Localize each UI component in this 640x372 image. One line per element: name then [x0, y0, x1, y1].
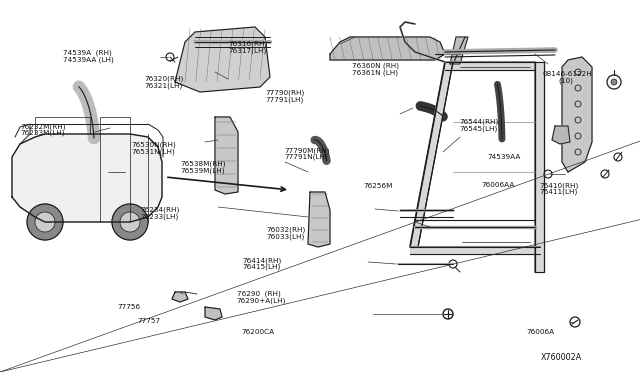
Polygon shape — [410, 247, 540, 254]
Text: 76317(LH): 76317(LH) — [228, 47, 267, 54]
Text: 76545(LH): 76545(LH) — [460, 125, 498, 132]
Polygon shape — [445, 62, 535, 70]
Text: 76232M(RH): 76232M(RH) — [20, 123, 66, 130]
Text: 77756: 77756 — [117, 304, 140, 310]
Text: X760002A: X760002A — [541, 353, 582, 362]
Text: 76531N(LH): 76531N(LH) — [131, 148, 175, 155]
Text: 76033(LH): 76033(LH) — [267, 233, 305, 240]
Text: 76539M(LH): 76539M(LH) — [180, 167, 225, 174]
Text: 74539A  (RH): 74539A (RH) — [63, 49, 111, 56]
Text: 76361N (LH): 76361N (LH) — [352, 70, 398, 76]
Polygon shape — [112, 204, 148, 240]
Polygon shape — [172, 292, 188, 302]
Text: 08146-6122H: 08146-6122H — [543, 71, 593, 77]
Polygon shape — [330, 37, 445, 60]
Text: 76006A: 76006A — [526, 329, 554, 335]
Text: 77790M(RH): 77790M(RH) — [285, 147, 330, 154]
Polygon shape — [450, 37, 468, 64]
Polygon shape — [12, 134, 162, 222]
Text: 76360N (RH): 76360N (RH) — [352, 63, 399, 70]
Text: 76321(LH): 76321(LH) — [144, 82, 182, 89]
Text: 76320(RH): 76320(RH) — [144, 76, 183, 82]
Text: 76544(RH): 76544(RH) — [460, 119, 499, 125]
Text: 76538M(RH): 76538M(RH) — [180, 160, 226, 167]
Polygon shape — [552, 126, 570, 144]
Polygon shape — [410, 62, 453, 247]
Text: 76410(RH): 76410(RH) — [540, 182, 579, 189]
Text: 76032(RH): 76032(RH) — [267, 227, 306, 233]
Polygon shape — [215, 117, 238, 194]
Polygon shape — [535, 62, 544, 272]
Text: (10): (10) — [559, 78, 573, 84]
Text: 77790(RH): 77790(RH) — [266, 90, 305, 96]
Text: 76233M(LH): 76233M(LH) — [20, 130, 65, 137]
Text: 76233(LH): 76233(LH) — [141, 213, 179, 220]
Circle shape — [35, 212, 55, 232]
Polygon shape — [205, 307, 222, 320]
Text: 77791N(LH): 77791N(LH) — [285, 154, 328, 160]
Circle shape — [611, 79, 617, 85]
Text: 76234(RH): 76234(RH) — [141, 206, 180, 213]
Polygon shape — [27, 204, 63, 240]
Text: 77757: 77757 — [138, 318, 161, 324]
Text: 76411(LH): 76411(LH) — [540, 189, 578, 195]
Text: 76200CA: 76200CA — [241, 329, 275, 335]
Text: 76316(RH): 76316(RH) — [228, 41, 268, 47]
Text: 74539AA: 74539AA — [488, 154, 521, 160]
Polygon shape — [175, 27, 270, 92]
Text: 76414(RH): 76414(RH) — [242, 257, 281, 264]
Text: 76530N(RH): 76530N(RH) — [131, 142, 176, 148]
Text: 74539AA (LH): 74539AA (LH) — [63, 56, 113, 63]
Circle shape — [120, 212, 140, 232]
Text: 76415(LH): 76415(LH) — [242, 264, 280, 270]
Text: 77791(LH): 77791(LH) — [266, 96, 304, 103]
Text: 76290  (RH): 76290 (RH) — [237, 291, 280, 297]
Polygon shape — [562, 57, 592, 172]
Polygon shape — [308, 192, 330, 247]
Text: 76006AA: 76006AA — [481, 182, 515, 188]
Text: 76256M: 76256M — [364, 183, 393, 189]
Text: 76290+A(LH): 76290+A(LH) — [237, 297, 286, 304]
